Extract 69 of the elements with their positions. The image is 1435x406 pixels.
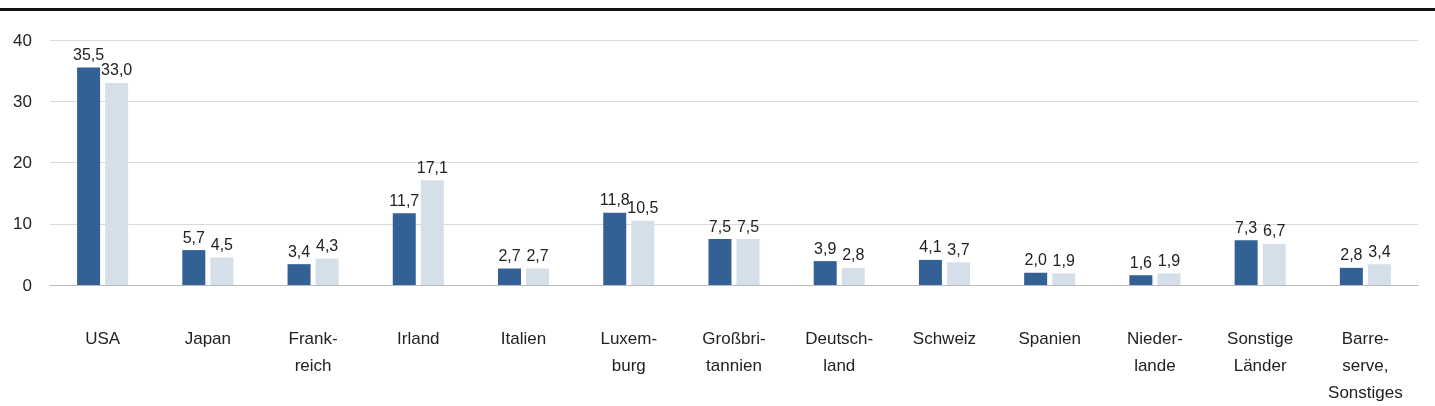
y-tick-label: 10	[13, 214, 32, 234]
data-label: 11,7	[389, 191, 420, 209]
data-label: 7,5	[736, 217, 760, 235]
bar	[813, 261, 837, 285]
data-label: 4,5	[210, 235, 234, 253]
x-tick-label: Schweiz	[912, 329, 977, 348]
data-label: 2,8	[1340, 246, 1363, 264]
x-tick-label: Italien	[500, 329, 547, 348]
bar	[1129, 275, 1153, 285]
bar	[603, 212, 627, 285]
x-tick-label: Barre- serve, Sonstiges	[1328, 329, 1403, 402]
bar	[1157, 273, 1181, 285]
data-label: 7,5	[708, 217, 732, 235]
y-tick-label: 0	[22, 275, 32, 295]
bar	[946, 262, 970, 285]
data-label: 4,3	[315, 237, 339, 255]
x-tick-label: Japan	[184, 329, 232, 348]
bar	[392, 213, 416, 285]
x-tick-label: Frank- reich	[288, 329, 338, 375]
bar	[1339, 267, 1363, 285]
x-tick-label: USA	[85, 329, 121, 348]
x-tick-label: Großbri- tannien	[702, 329, 766, 375]
bar	[631, 220, 655, 285]
y-tick-label: 40	[13, 30, 32, 50]
bar	[841, 267, 865, 285]
data-label: 3,9	[814, 239, 837, 257]
bar	[1024, 272, 1048, 285]
bar	[287, 264, 311, 285]
data-label: 1,9	[1157, 251, 1181, 269]
bar	[918, 259, 942, 285]
data-label: 33,0	[101, 61, 133, 79]
bar	[105, 82, 129, 285]
bar	[1052, 273, 1076, 285]
data-label: 3,4	[287, 242, 311, 260]
data-label: 2,0	[1024, 251, 1047, 269]
bar	[708, 239, 732, 285]
bar	[526, 268, 550, 285]
data-label: 4,1	[919, 238, 942, 256]
data-label: 7,3	[1235, 218, 1258, 236]
bar	[420, 180, 444, 285]
y-tick-label: 30	[13, 91, 32, 111]
data-label: 2,7	[498, 246, 521, 264]
x-tick-label: Irland	[397, 329, 440, 348]
data-label: 1,6	[1129, 253, 1153, 271]
data-label: 17,1	[416, 158, 449, 176]
x-tick-label: Deutsch- land	[805, 329, 874, 375]
x-tick-label: Sonstige Länder	[1227, 329, 1294, 375]
data-label: 2,8	[842, 246, 865, 264]
bar	[498, 268, 522, 285]
y-tick-label: 20	[13, 153, 32, 172]
data-label: 1,9	[1052, 251, 1075, 269]
data-label: 11,8	[599, 191, 630, 209]
bar	[182, 250, 206, 285]
bar	[1262, 243, 1286, 285]
data-label: 35,5	[73, 46, 105, 64]
data-label: 6,7	[1263, 222, 1286, 240]
bar	[736, 239, 760, 285]
x-tick-label: Spanien	[1018, 329, 1081, 348]
bar	[77, 67, 101, 285]
data-label: 3,7	[947, 240, 970, 258]
x-tick-label: Nieder- lande	[1127, 329, 1183, 375]
data-label: 5,7	[182, 228, 206, 246]
bar	[1234, 240, 1258, 285]
data-label: 3,4	[1368, 242, 1391, 260]
bar	[210, 257, 234, 285]
bar	[1367, 264, 1391, 285]
data-label: 2,7	[526, 246, 549, 264]
bar	[315, 258, 339, 285]
x-tick-label: Luxem- burg	[600, 329, 658, 375]
